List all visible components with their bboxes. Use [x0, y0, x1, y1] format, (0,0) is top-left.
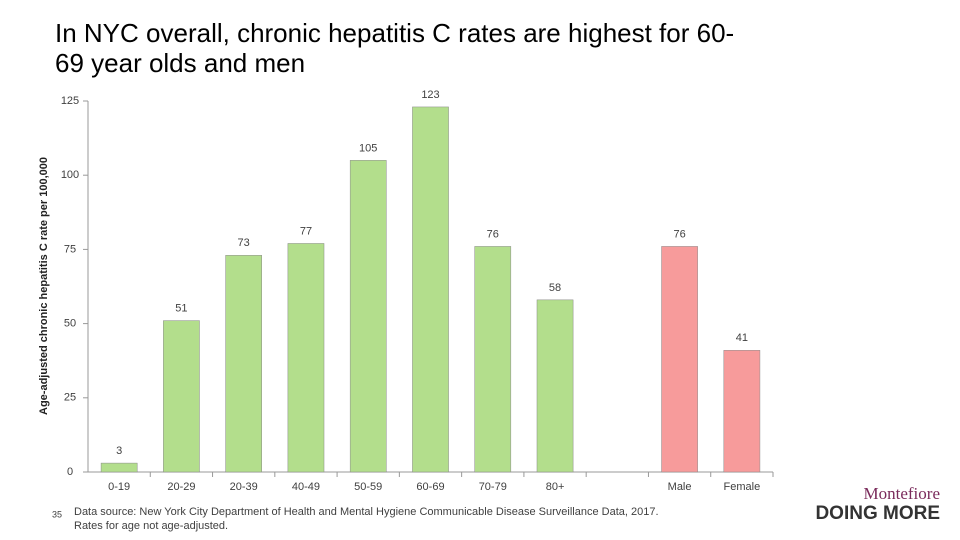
x-tick-label: 50-59	[354, 481, 382, 493]
x-tick-label: 70-79	[479, 481, 507, 493]
bar	[412, 106, 449, 473]
y-axis-label: Age-adjusted chronic hepatitis C rate pe…	[38, 157, 50, 415]
y-tick-label: 100	[61, 169, 79, 181]
bar	[225, 255, 262, 473]
data-label: 105	[359, 142, 377, 154]
data-label: 76	[487, 228, 499, 240]
source-line: Data source: New York City Department of…	[74, 506, 659, 518]
logo-name: Montefiore	[864, 484, 940, 503]
bar	[536, 299, 574, 473]
bar	[287, 243, 325, 473]
x-tick-label: 60-69	[416, 481, 444, 493]
x-tick-label: Male	[668, 481, 692, 493]
x-tick-label: Female	[724, 481, 761, 493]
x-tick-label: 20-39	[230, 481, 258, 493]
bar	[661, 246, 698, 473]
x-tick-label: 80+	[546, 481, 565, 493]
x-tick-label: 40-49	[292, 481, 320, 493]
y-tick-label: 125	[61, 95, 79, 107]
x-tick-label: 0-19	[108, 481, 130, 493]
bar	[163, 320, 200, 473]
source-line: Rates for age not age-adjusted.	[74, 520, 228, 532]
data-label: 3	[116, 445, 122, 457]
data-label: 77	[300, 225, 312, 237]
data-label: 41	[736, 332, 748, 344]
y-tick-label: 25	[64, 392, 76, 404]
data-label: 51	[175, 303, 187, 315]
data-label: 58	[549, 282, 561, 294]
data-label: 73	[238, 237, 250, 249]
bar	[349, 160, 387, 473]
bar	[100, 462, 138, 473]
logo-tagline: DOING MORE	[815, 503, 940, 524]
x-tick-label: 20-29	[167, 481, 195, 493]
y-tick-label: 50	[64, 318, 76, 330]
y-tick-label: 75	[64, 243, 76, 255]
chart-title: In NYC overall, chronic hepatitis C rate…	[55, 18, 734, 78]
bar	[474, 246, 512, 473]
y-tick-label: 0	[67, 466, 73, 478]
bar	[723, 350, 761, 473]
data-label: 123	[421, 89, 439, 101]
data-label: 76	[673, 228, 685, 240]
page-number: 35	[52, 509, 62, 519]
